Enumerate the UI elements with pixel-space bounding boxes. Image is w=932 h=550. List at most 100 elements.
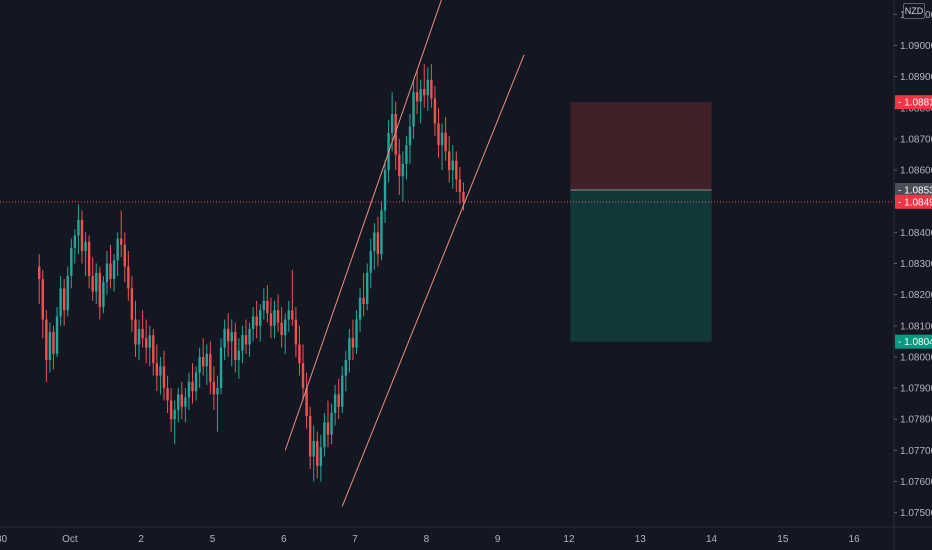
price-tick-label: 1.08000 [900,352,932,363]
candle-body [355,319,358,348]
price-tick-label: 1.07500 [900,508,932,519]
price-tick-label: 1.09000 [900,41,932,52]
candle-body [230,332,233,342]
candle-body [333,394,337,413]
time-tick-label: 15 [777,534,789,545]
candle-body [412,92,415,127]
candle-body [316,441,319,466]
candle-body [62,288,66,311]
candle-body [440,132,444,146]
candle-body [401,163,405,177]
candle-body [419,89,422,102]
time-tick-label: 14 [706,534,718,545]
price-tick-label: 1.08400 [900,228,932,239]
candle-body [305,388,308,417]
candle-body [365,272,369,304]
price-tick-label: 1.08200 [900,290,932,301]
candle-body [112,260,116,280]
candle-body [91,275,94,292]
candle-body [191,381,194,392]
candle-body [237,350,241,361]
candle-body [259,310,262,326]
time-tick-label: 8 [424,534,430,545]
candle-body [437,123,440,146]
time-tick-label: 2 [138,534,144,545]
time-tick-label: 5 [210,534,216,545]
candle-body [444,132,447,152]
candle-body [312,441,315,457]
candle-body [41,279,44,320]
candle-body [241,335,244,351]
price-tick-label: 1.07700 [900,446,932,457]
candle-body [130,288,134,320]
last-price-label: - 1.08498 [898,197,932,208]
candle-body [109,263,112,280]
current-price-label: - 1.08536 [898,185,932,196]
candle-body [223,328,226,348]
candle-body [248,328,251,345]
candle-body [184,397,187,407]
candle-body [284,319,287,336]
candle-body [205,353,208,367]
candle-body [326,422,330,435]
candle-body [98,272,102,308]
candle-body [84,241,87,252]
time-tick-label: 12 [563,534,575,545]
channel-lower-line [341,54,525,507]
time-tick-label: 13 [635,534,647,545]
candle-body [376,232,380,255]
current-price-badge [895,182,932,197]
candle-body [330,412,333,435]
price-tick-label: 1.08900 [900,72,932,83]
candle-body [362,297,365,304]
candle-body [216,388,219,395]
candle-body [45,319,48,361]
candle-body [116,238,119,261]
candle-body [255,316,258,326]
candle-body [269,313,273,326]
candle-body [287,310,290,320]
candle-body [447,151,451,171]
candle-body [73,235,77,248]
price-tick-label: 1.08600 [900,166,932,177]
candle-body [169,400,173,420]
candle-body [127,266,130,289]
price-tick-label: 1.08300 [900,259,932,270]
candle-body [209,353,212,382]
take-profit-badge [895,334,932,349]
candle-body [105,263,109,283]
candle-body [187,381,191,398]
time-tick-label: Oct [62,534,78,545]
candle-body [152,335,155,364]
candle-body [273,310,276,326]
candle-body [162,366,166,389]
candle-body [123,244,126,267]
currency-badge[interactable]: NZD [903,3,925,19]
price-tick-label: 1.07900 [900,384,932,395]
candle-body [159,366,162,376]
candle-body [198,356,201,373]
candle-body [234,332,237,361]
candle-body [202,356,205,367]
candle-body [219,347,223,389]
candle-body [455,160,458,180]
candle-body [80,219,84,252]
last-price-badge [895,194,932,209]
candle-body [380,210,383,255]
price-tick-label: 1.07600 [900,477,932,488]
price-tick-label: 1.08700 [900,134,932,145]
candle-body [244,335,248,345]
candle-body [95,272,98,292]
time-tick-label: 9 [495,534,501,545]
stop-loss-label: - 1.08818 [898,98,932,109]
candle-body [433,98,437,124]
candle-body [148,335,151,348]
candle-body [55,316,59,354]
candle-body [226,328,230,342]
candle-body [394,114,397,155]
stop-loss-zone [570,102,712,190]
candle-body [276,310,280,323]
candle-body [390,114,394,133]
